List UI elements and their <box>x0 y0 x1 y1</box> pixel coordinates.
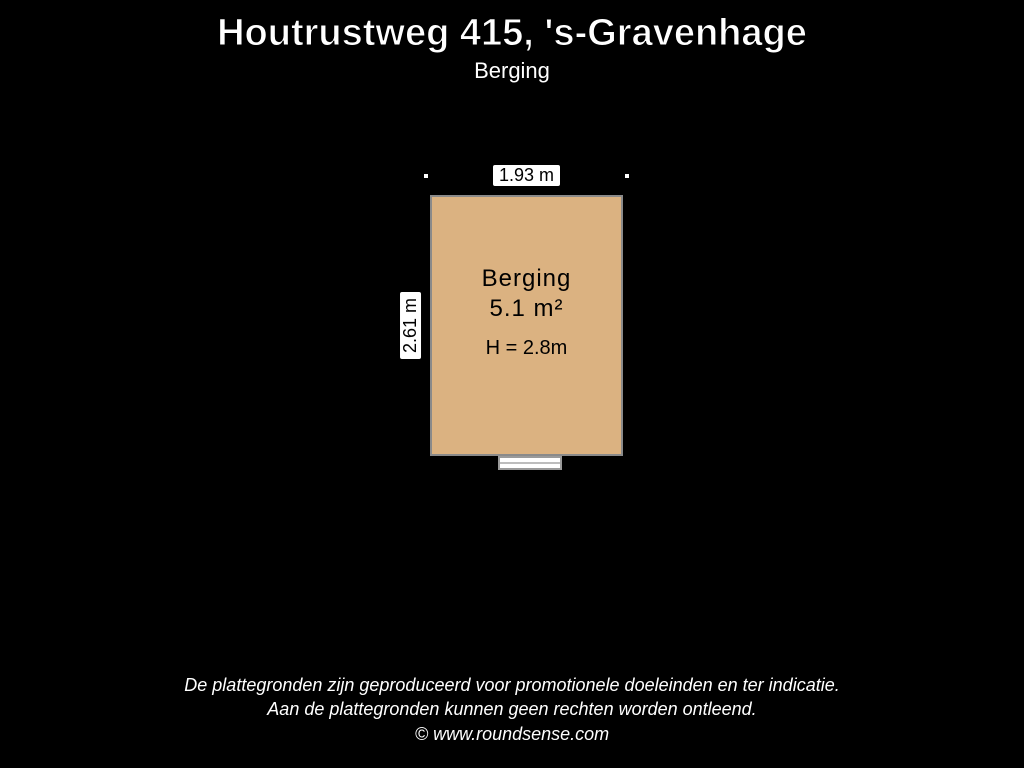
footer-line: Aan de plattegronden kunnen geen rechten… <box>0 697 1024 721</box>
room-berging: Berging 5.1 m² H = 2.8m <box>430 195 623 456</box>
dimension-depth-label: 2.61 m <box>401 292 422 359</box>
dimension-depth: 2.61 m <box>398 195 424 456</box>
dimension-width: 1.93 m <box>430 165 623 186</box>
room-height-label: H = 2.8m <box>432 337 621 360</box>
dimension-tick-icon <box>424 174 428 178</box>
disclaimer-footer: De plattegronden zijn geproduceerd voor … <box>0 673 1024 746</box>
page-title: Houtrustweg 415, 's-Gravenhage <box>0 12 1024 55</box>
door-icon <box>498 456 562 470</box>
floorplan-canvas: 1.93 m 2.61 m Berging 5.1 m² H = 2.8m <box>0 145 1024 648</box>
dimension-width-label: 1.93 m <box>493 165 560 186</box>
footer-copyright: © www.roundsense.com <box>0 722 1024 746</box>
room-name-label: Berging <box>432 265 621 293</box>
room-area-label: 5.1 m² <box>432 295 621 323</box>
page-subtitle: Berging <box>0 58 1024 84</box>
dimension-tick-icon <box>625 174 629 178</box>
footer-line: De plattegronden zijn geproduceerd voor … <box>0 673 1024 697</box>
